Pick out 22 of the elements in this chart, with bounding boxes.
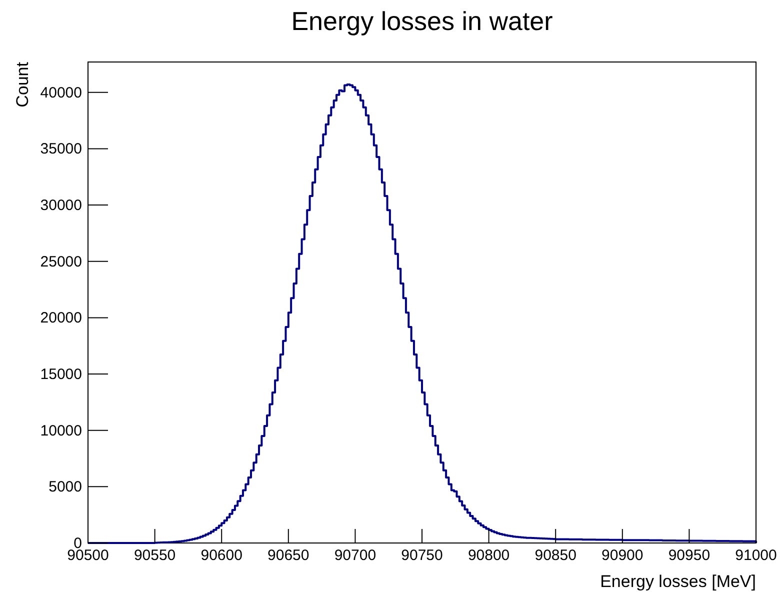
- y-tick-label: 20000: [40, 310, 82, 327]
- x-tick-label: 90750: [401, 547, 443, 564]
- x-tick-label: 90800: [468, 547, 510, 564]
- x-tick-label: 90550: [134, 547, 176, 564]
- chart-title: Energy losses in water: [291, 6, 554, 36]
- y-tick-label: 40000: [40, 84, 82, 102]
- x-tick-label: 90600: [200, 547, 242, 564]
- y-tick-label: 5000: [48, 478, 82, 496]
- x-tick-label: 90700: [334, 547, 376, 564]
- x-tick-label: 90950: [668, 547, 710, 564]
- x-tick-label: 90500: [67, 547, 109, 564]
- y-tick-label: 25000: [40, 253, 82, 270]
- x-axis-title: Energy losses [MeV]: [600, 572, 756, 591]
- x-tick-label: 90900: [602, 547, 644, 564]
- x-tick-label: 90850: [534, 547, 576, 564]
- y-tick-label: 15000: [40, 366, 82, 384]
- y-tick-label: 35000: [40, 140, 82, 158]
- y-tick-label: 30000: [40, 197, 82, 214]
- x-tick-label: 90650: [268, 547, 310, 564]
- y-tick-label: 10000: [40, 422, 82, 440]
- y-axis-title: Count: [13, 62, 32, 108]
- x-tick-label: 91000: [735, 547, 777, 564]
